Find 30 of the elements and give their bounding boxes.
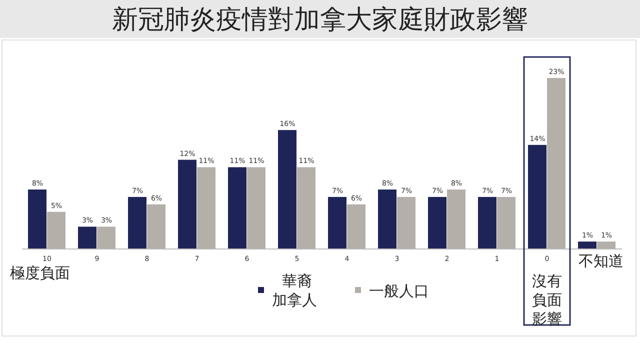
- bar: [197, 167, 216, 249]
- bar: [547, 78, 566, 249]
- bar: [478, 196, 496, 249]
- bar: [128, 196, 146, 249]
- bar: [447, 190, 466, 249]
- bar: [578, 242, 596, 249]
- bar: [97, 226, 116, 249]
- bar: [178, 160, 196, 249]
- bar: [597, 242, 616, 249]
- bar: [428, 196, 446, 249]
- bar: [147, 204, 166, 249]
- bar: [47, 212, 66, 249]
- bar: [297, 167, 316, 249]
- bar: [278, 130, 296, 249]
- chart-title: 新冠肺炎疫情對加拿大家庭財政影響: [112, 5, 528, 35]
- bar: [528, 144, 546, 249]
- bar: [78, 226, 96, 249]
- bar: [497, 196, 516, 249]
- bar: [228, 167, 246, 249]
- x-tick-label: 不知道: [578, 252, 624, 270]
- bar: [347, 204, 366, 249]
- bar: [28, 190, 46, 249]
- legend-label: 華裔加拿人: [272, 272, 317, 309]
- bar: [328, 196, 346, 249]
- bar: [247, 167, 266, 249]
- legend-label: 一般人口: [369, 282, 429, 300]
- bar: [378, 190, 396, 249]
- text: 沒有負面影響: [532, 272, 562, 328]
- text: 極度負面: [10, 264, 70, 282]
- bar: [397, 196, 416, 249]
